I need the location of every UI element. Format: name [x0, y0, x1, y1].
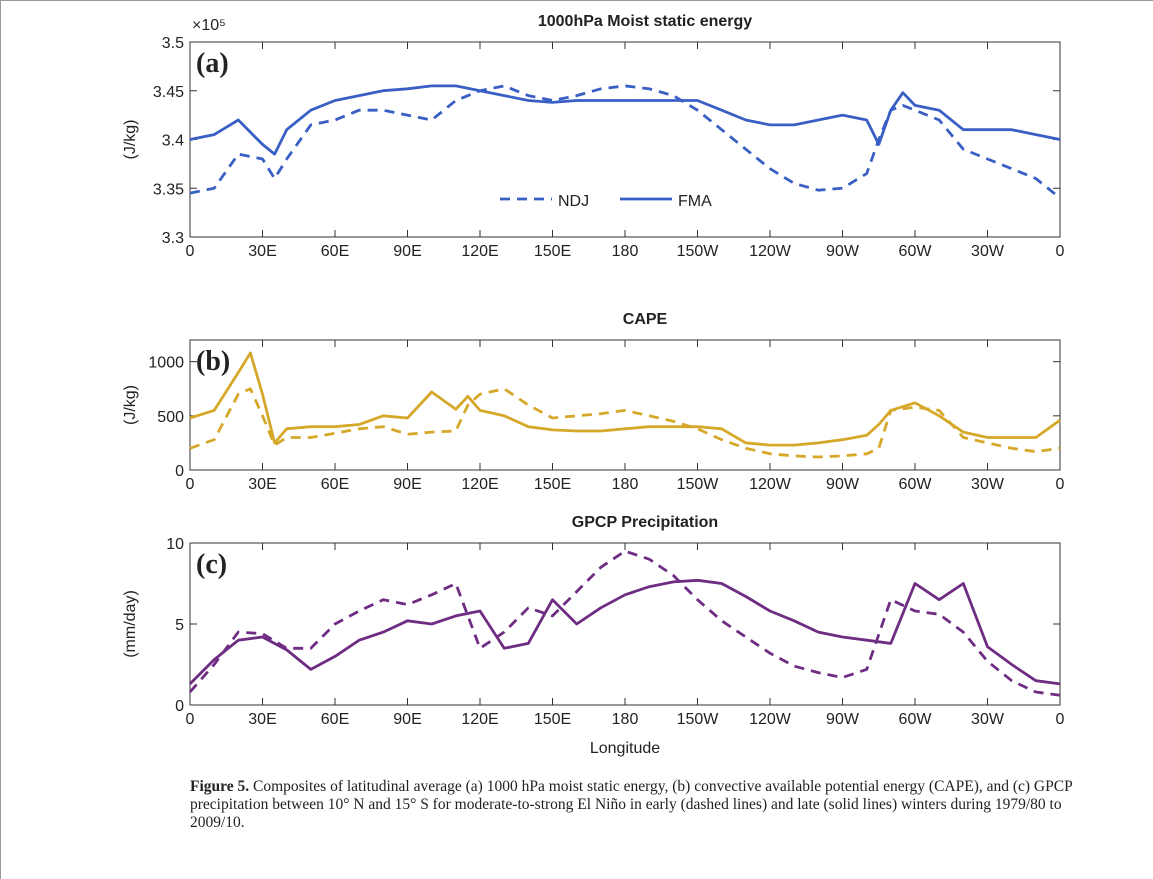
y-tick-label: 0: [175, 463, 184, 480]
y-tick-label: 5: [175, 617, 184, 634]
series-line: [189, 387, 1061, 459]
x-tick-label: 90W: [826, 243, 860, 260]
series-line: [189, 84, 1061, 156]
x-tick-label: 90W: [826, 711, 860, 728]
x-tick-label: 30W: [971, 476, 1005, 493]
x-tick-label: 150W: [677, 243, 720, 260]
series-line: [189, 84, 1061, 200]
x-tick-label: 0: [186, 243, 195, 260]
x-tick-label: 150W: [677, 711, 720, 728]
legend-label: NDJ: [558, 193, 589, 210]
x-tick-label: 150E: [534, 243, 571, 260]
x-tick-label: 60W: [899, 476, 933, 493]
x-tick-label: 90E: [393, 711, 421, 728]
plot-area: [189, 41, 1061, 238]
y-tick-label: 3.5: [162, 35, 184, 52]
x-tick-label: 60E: [321, 476, 349, 493]
x-tick-label: 120E: [461, 476, 498, 493]
y-axis-label: (J/kg): [122, 385, 139, 425]
y-tick-label: 1000: [148, 355, 184, 372]
plot-area: [189, 339, 1061, 471]
y-tick-label: 3.4: [162, 133, 184, 150]
y-exponent: ×10⁵: [192, 17, 226, 34]
x-tick-label: 60W: [899, 711, 933, 728]
x-tick-label: 120E: [461, 243, 498, 260]
caption-label: Figure 5.: [190, 778, 250, 795]
y-axis-label: (mm/day): [122, 590, 139, 658]
x-tick-label: 120W: [749, 476, 792, 493]
x-tick-label: 60E: [321, 243, 349, 260]
x-tick-label: 120W: [749, 243, 792, 260]
x-tick-label: 30E: [248, 243, 276, 260]
x-tick-label: 150W: [677, 476, 720, 493]
x-axis-label: Longitude: [590, 740, 660, 757]
x-tick-label: 90W: [826, 476, 860, 493]
chart-title: CAPE: [623, 311, 668, 328]
panel-label: (c): [196, 549, 227, 580]
y-tick-label: 3.3: [162, 230, 184, 247]
x-tick-label: 120W: [749, 711, 792, 728]
x-tick-label: 30W: [971, 711, 1005, 728]
series-line: [188, 549, 1061, 697]
x-tick-label: 60W: [899, 243, 933, 260]
chart-title: 1000hPa Moist static energy: [538, 13, 752, 30]
x-tick-label: 0: [186, 476, 195, 493]
x-tick-label: 150E: [534, 476, 571, 493]
x-tick-label: 60E: [321, 711, 349, 728]
caption: Figure 5. Composites of latitudinal aver…: [190, 778, 1120, 832]
plot-area: [189, 542, 1061, 706]
series-line: [189, 578, 1061, 686]
x-tick-label: 0: [186, 711, 195, 728]
chart-title: GPCP Precipitation: [572, 514, 718, 531]
y-tick-label: 10: [166, 536, 184, 553]
y-tick-label: 500: [157, 409, 184, 426]
y-tick-label: 3.45: [153, 84, 184, 101]
x-tick-label: 30E: [248, 476, 276, 493]
caption-text: Composites of latitudinal average (a) 10…: [190, 778, 1073, 831]
y-axis-label: (J/kg): [122, 120, 139, 160]
y-tick-label: 3.35: [153, 181, 184, 198]
panel-label: (b): [196, 346, 230, 377]
x-tick-label: 30W: [971, 243, 1005, 260]
x-tick-label: 180: [612, 711, 639, 728]
x-tick-label: 30E: [248, 711, 276, 728]
x-tick-label: 150E: [534, 711, 571, 728]
panel-label: (a): [196, 48, 229, 79]
x-tick-label: 180: [612, 476, 639, 493]
x-tick-label: 0: [1056, 711, 1065, 728]
x-tick-label: 0: [1056, 476, 1065, 493]
x-tick-label: 0: [1056, 243, 1065, 260]
y-tick-label: 0: [175, 698, 184, 715]
x-tick-label: 120E: [461, 711, 498, 728]
x-tick-label: 90E: [393, 243, 421, 260]
x-tick-label: 90E: [393, 476, 421, 493]
legend-label: FMA: [678, 193, 712, 210]
x-tick-label: 180: [612, 243, 639, 260]
series-line: [189, 351, 1061, 447]
